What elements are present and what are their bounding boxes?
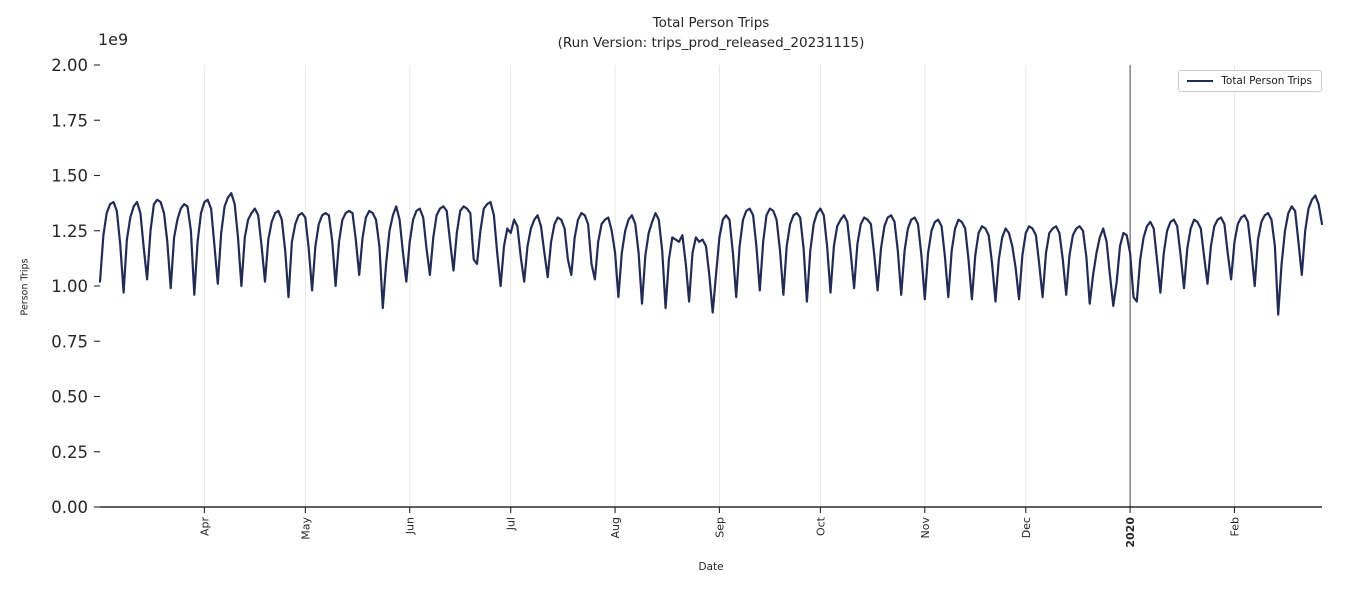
series-line-total-person-trips [98,192,1324,316]
x-tick-label: Aug [609,517,622,538]
x-tick-label: Jul [505,517,518,531]
legend: Total Person Trips [1178,70,1322,92]
y-tick-label: 2.00 [51,56,88,75]
y-tick-label: 0.75 [51,332,88,351]
x-tick-label: Sep [713,517,726,538]
x-tick-label: Jun [404,517,417,535]
y-tick-label: 0.25 [51,443,88,462]
x-tick-label: Feb [1228,517,1241,536]
y-tick-label: 1.00 [51,277,88,296]
y-tick-label: 1.50 [51,167,88,186]
x-tick-label: Nov [919,517,932,539]
y-tick-label: 1.75 [51,111,88,130]
y-axis-offset-text: 1e9 [98,30,129,49]
legend-entry-label: Total Person Trips [1221,75,1312,87]
x-tick-label: Dec [1020,517,1033,538]
chart-title: Total Person Trips [652,15,770,31]
y-axis-label: Person Trips [19,258,31,316]
x-tick-label: Apr [198,517,211,537]
x-tick-label: 2020 [1124,517,1137,548]
legend-line-swatch [1187,80,1214,82]
x-axis-label: Date [698,561,724,573]
y-tick-label: 0.00 [51,498,88,517]
y-tick-label: 1.25 [51,222,88,241]
x-tick-label: May [299,517,312,540]
chart-subtitle: (Run Version: trips_prod_released_202311… [557,34,865,51]
title-block: Total Person Trips (Run Version: trips_p… [100,14,1322,53]
x-tick-label: Oct [814,516,827,536]
y-tick-label: 0.50 [51,388,88,407]
